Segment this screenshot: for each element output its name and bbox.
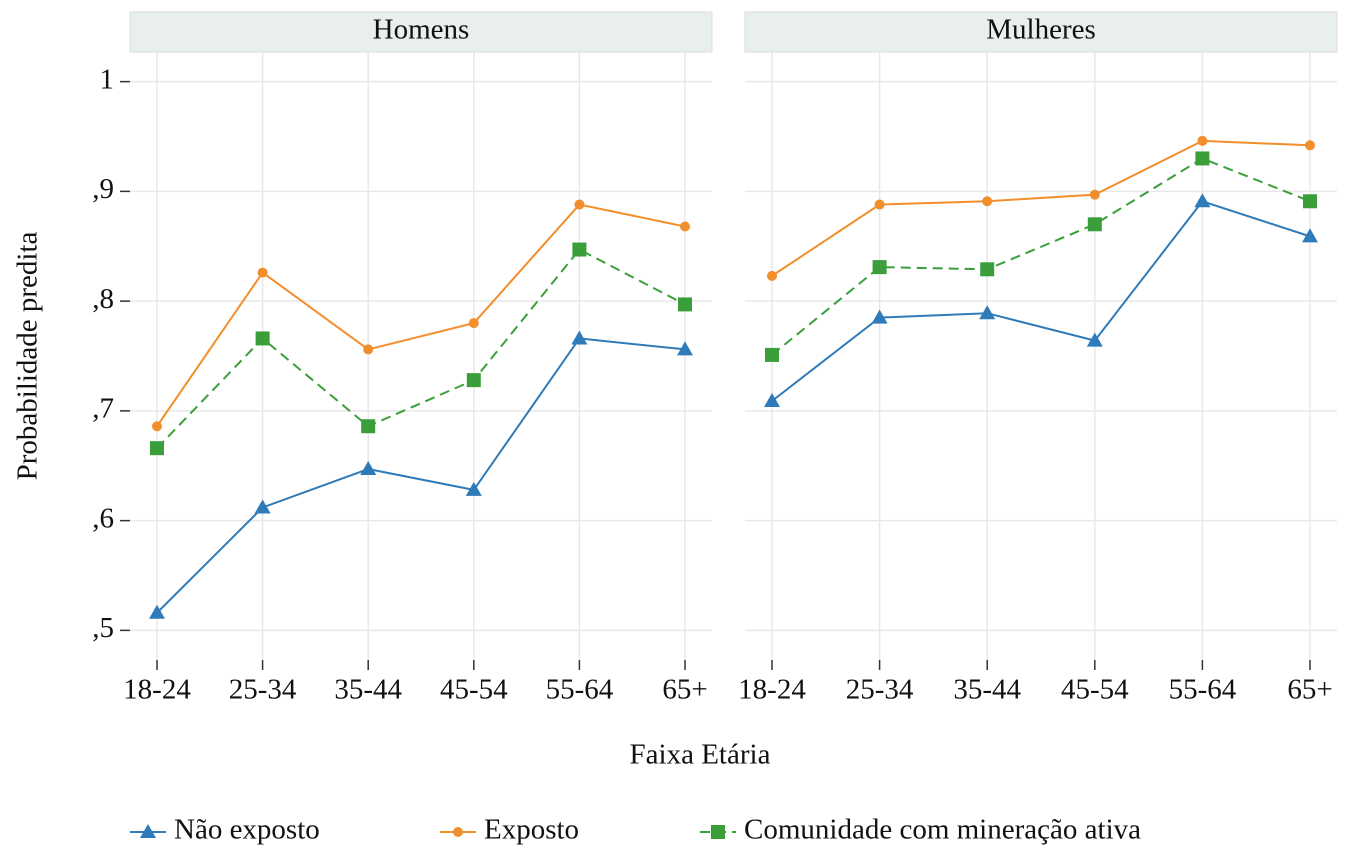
x-tick-label: 55-64 bbox=[1169, 674, 1237, 706]
y-tick-label: ,9 bbox=[92, 173, 114, 205]
x-tick-label: 35-44 bbox=[953, 674, 1021, 706]
marker bbox=[152, 421, 162, 432]
marker bbox=[678, 297, 692, 312]
x-tick-label: 25-34 bbox=[229, 674, 297, 706]
marker bbox=[872, 260, 887, 275]
marker bbox=[767, 270, 777, 281]
marker bbox=[149, 604, 165, 619]
x-tick-label: 18-24 bbox=[123, 674, 191, 706]
x-tick-label: 65+ bbox=[662, 674, 707, 706]
x-tick-label: 18-24 bbox=[738, 674, 806, 706]
marker bbox=[254, 499, 271, 514]
marker bbox=[150, 441, 164, 456]
legend-label: Comunidade com mineração ativa bbox=[744, 814, 1141, 846]
series-line bbox=[771, 157, 1311, 356]
series-line bbox=[156, 337, 686, 614]
marker bbox=[1305, 140, 1315, 151]
x-tick-label: 25-34 bbox=[846, 674, 914, 706]
y-tick-label: 1 bbox=[100, 63, 115, 95]
marker bbox=[453, 827, 463, 837]
series-line bbox=[156, 203, 686, 427]
marker bbox=[764, 392, 780, 407]
marker bbox=[677, 341, 693, 356]
legend-label: Exposto bbox=[484, 814, 579, 846]
y-axis-label: Probabilidade predita bbox=[12, 231, 44, 480]
marker bbox=[465, 481, 482, 496]
series-line bbox=[771, 139, 1311, 277]
y-tick-label: ,6 bbox=[92, 502, 114, 534]
y-tick-label: ,7 bbox=[92, 393, 114, 425]
marker bbox=[1086, 332, 1103, 347]
marker bbox=[979, 305, 996, 320]
facet-title: Homens bbox=[373, 14, 470, 46]
marker bbox=[468, 318, 479, 329]
facet-strip bbox=[744, 11, 1338, 53]
marker bbox=[711, 825, 725, 839]
marker bbox=[361, 419, 376, 434]
marker bbox=[257, 267, 268, 278]
x-tick-label: 45-54 bbox=[440, 674, 508, 706]
facet-strip bbox=[129, 11, 713, 53]
marker bbox=[574, 199, 585, 210]
marker bbox=[874, 199, 885, 210]
marker bbox=[982, 196, 993, 207]
series-line bbox=[771, 200, 1311, 402]
y-tick-label: ,5 bbox=[92, 612, 114, 644]
marker bbox=[1197, 135, 1208, 146]
marker bbox=[1303, 194, 1317, 209]
marker bbox=[255, 331, 270, 346]
marker bbox=[1089, 189, 1100, 200]
x-tick-label: 65+ bbox=[1287, 674, 1332, 706]
marker bbox=[1195, 151, 1210, 166]
marker bbox=[680, 221, 690, 232]
facet-title: Mulheres bbox=[986, 14, 1096, 46]
marker bbox=[466, 373, 481, 388]
x-tick-label: 45-54 bbox=[1061, 674, 1129, 706]
marker bbox=[572, 242, 587, 257]
marker bbox=[1087, 217, 1102, 232]
y-tick-label: ,8 bbox=[92, 283, 114, 315]
marker bbox=[1302, 228, 1318, 243]
marker bbox=[980, 262, 995, 277]
marker bbox=[363, 344, 374, 355]
marker bbox=[1194, 193, 1211, 208]
marker bbox=[140, 824, 156, 838]
marker bbox=[360, 461, 377, 476]
marker bbox=[571, 330, 588, 345]
x-tick-label: 55-64 bbox=[546, 674, 614, 706]
x-axis-label: Faixa Etária bbox=[630, 739, 771, 771]
series-line bbox=[156, 248, 686, 449]
x-tick-label: 35-44 bbox=[334, 674, 402, 706]
marker bbox=[765, 347, 779, 362]
legend-label: Não exposto bbox=[174, 814, 320, 846]
marker bbox=[871, 309, 888, 324]
